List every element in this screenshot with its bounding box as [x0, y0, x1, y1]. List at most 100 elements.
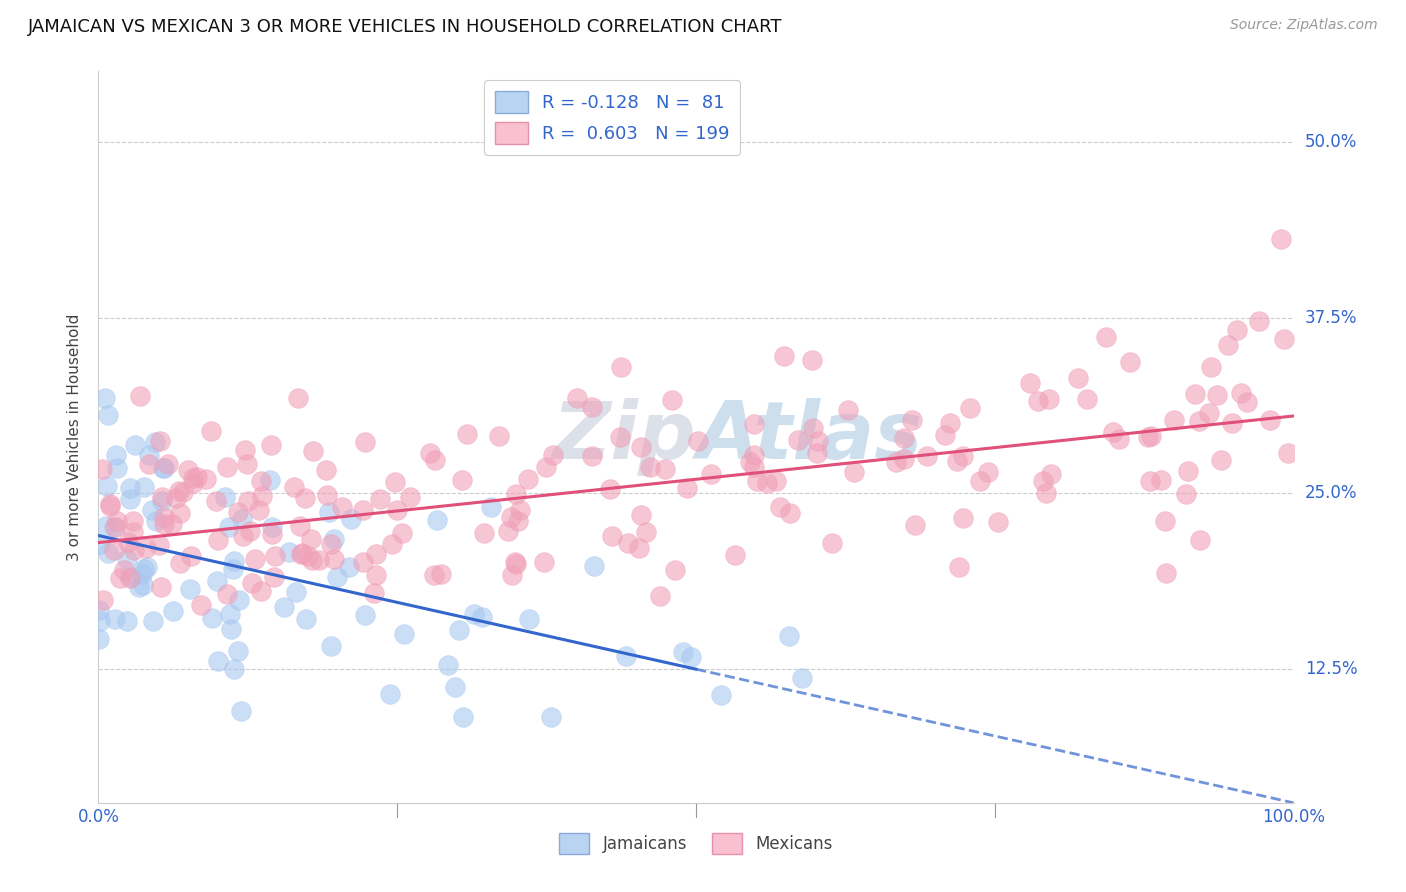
- Point: [218, 520, 240, 534]
- Point: [479, 500, 502, 514]
- Point: [150, 490, 173, 504]
- Point: [444, 680, 467, 694]
- Point: [1230, 386, 1253, 401]
- Point: [204, 494, 226, 508]
- Point: [149, 434, 172, 449]
- Point: [94, 391, 117, 405]
- Point: [1108, 432, 1130, 446]
- Point: [807, 434, 830, 449]
- Point: [278, 544, 301, 558]
- Point: [1139, 474, 1161, 488]
- Point: [1139, 429, 1161, 443]
- Point: [884, 455, 907, 469]
- Point: [1220, 416, 1243, 430]
- Text: 50.0%: 50.0%: [1305, 133, 1357, 151]
- Point: [505, 487, 527, 501]
- Point: [226, 505, 249, 519]
- Point: [792, 671, 814, 685]
- Point: [325, 570, 347, 584]
- Point: [172, 485, 194, 500]
- Point: [519, 612, 541, 626]
- Point: [103, 542, 125, 557]
- Point: [301, 552, 323, 566]
- Point: [505, 557, 527, 571]
- Point: [581, 449, 603, 463]
- Point: [893, 431, 915, 445]
- Point: [1206, 388, 1229, 402]
- Point: [1198, 405, 1220, 419]
- Point: [419, 446, 441, 460]
- Point: [471, 610, 494, 624]
- Point: [463, 607, 485, 621]
- Point: [630, 440, 652, 454]
- Point: [273, 600, 295, 615]
- Point: [1067, 371, 1090, 385]
- Point: [1039, 467, 1062, 481]
- Point: [582, 558, 605, 573]
- Point: [128, 580, 150, 594]
- Point: [778, 630, 800, 644]
- Point: [436, 657, 458, 672]
- Point: [353, 434, 375, 449]
- Point: [291, 546, 314, 560]
- Point: [1154, 514, 1177, 528]
- Point: [181, 475, 204, 490]
- Point: [769, 500, 792, 515]
- Point: [786, 433, 808, 447]
- Point: [120, 492, 142, 507]
- Point: [915, 449, 938, 463]
- Point: [190, 598, 212, 612]
- Point: [614, 648, 637, 663]
- Point: [1095, 330, 1118, 344]
- Point: [1216, 338, 1239, 352]
- Point: [533, 555, 555, 569]
- Point: [893, 452, 915, 467]
- Y-axis label: 3 or more Vehicles in Household: 3 or more Vehicles in Household: [67, 313, 83, 561]
- Text: JAMAICAN VS MEXICAN 3 OR MORE VEHICLES IN HOUSEHOLD CORRELATION CHART: JAMAICAN VS MEXICAN 3 OR MORE VEHICLES I…: [28, 18, 783, 36]
- Point: [214, 490, 236, 504]
- Point: [391, 526, 413, 541]
- Point: [654, 462, 676, 476]
- Point: [226, 644, 249, 658]
- Point: [322, 532, 344, 546]
- Point: [1035, 485, 1057, 500]
- Point: [948, 560, 970, 574]
- Point: [97, 408, 120, 422]
- Point: [600, 529, 623, 543]
- Point: [842, 465, 865, 479]
- Point: [806, 446, 828, 460]
- Point: [501, 567, 523, 582]
- Point: [945, 454, 967, 468]
- Point: [260, 438, 283, 452]
- Point: [599, 482, 621, 496]
- Point: [308, 553, 330, 567]
- Point: [135, 541, 157, 555]
- Point: [426, 513, 449, 527]
- Point: [115, 552, 138, 566]
- Point: [142, 614, 165, 628]
- Point: [264, 549, 287, 563]
- Point: [231, 704, 253, 718]
- Point: [1038, 392, 1060, 407]
- Point: [1177, 464, 1199, 478]
- Point: [148, 538, 170, 552]
- Point: [959, 401, 981, 415]
- Point: [451, 474, 474, 488]
- Point: [290, 547, 312, 561]
- Point: [316, 488, 339, 502]
- Point: [302, 443, 325, 458]
- Point: [181, 470, 204, 484]
- Point: [381, 537, 404, 551]
- Point: [952, 449, 974, 463]
- Point: [152, 460, 174, 475]
- Point: [1270, 232, 1292, 246]
- Point: [186, 470, 208, 484]
- Point: [228, 592, 250, 607]
- Point: [287, 391, 309, 405]
- Text: Zip: Zip: [553, 398, 696, 476]
- Point: [232, 529, 254, 543]
- Point: [104, 520, 127, 534]
- Point: [157, 457, 180, 471]
- Point: [671, 645, 693, 659]
- Point: [609, 359, 631, 374]
